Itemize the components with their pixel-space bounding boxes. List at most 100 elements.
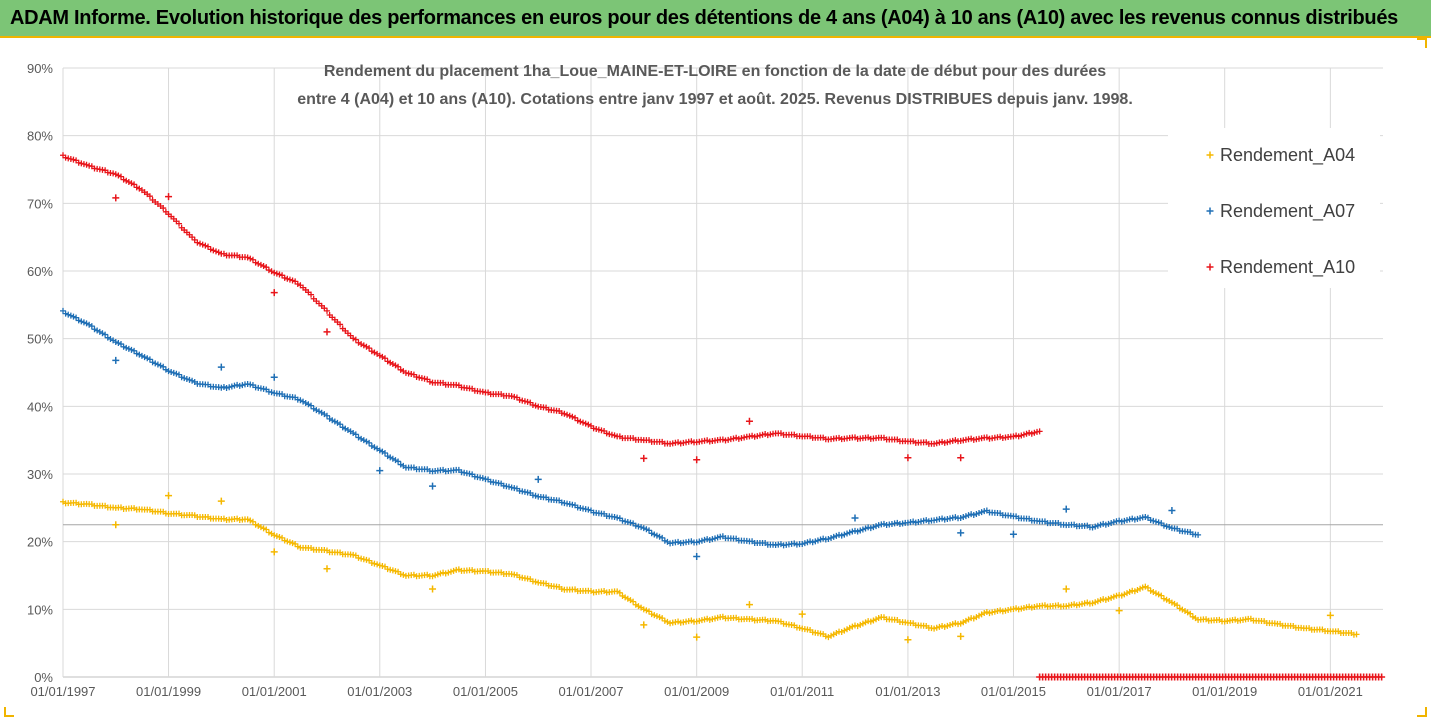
data-point: [270, 548, 278, 556]
data-point: [368, 442, 375, 449]
data-point: [1097, 521, 1104, 528]
data-point: [904, 454, 912, 462]
data-point: [371, 560, 378, 567]
legend-box: [1168, 128, 1380, 288]
data-point: [738, 435, 745, 442]
data-point: [777, 541, 784, 548]
data-point: [1089, 600, 1096, 607]
data-point: [358, 555, 365, 562]
data-point: [622, 518, 629, 525]
data-point: [94, 327, 101, 334]
data-point: [1108, 519, 1115, 526]
data-point: [849, 623, 856, 630]
data-point: [511, 393, 518, 400]
y-tick-label: 40%: [27, 399, 53, 414]
data-point: [952, 620, 959, 627]
data-point: [149, 359, 156, 366]
data-point: [146, 356, 153, 363]
x-tick-label: 01/01/2005: [453, 684, 518, 699]
data-point: [260, 525, 267, 532]
x-tick-label: 01/01/2003: [347, 684, 412, 699]
data-point: [337, 321, 344, 328]
chart-title-line-1: Rendement du placement 1ha_Loue_MAINE-ET…: [324, 63, 1106, 80]
corner-marker: [4, 707, 14, 717]
data-point: [310, 405, 317, 412]
data-point: [144, 355, 151, 362]
data-point: [1166, 524, 1173, 531]
data-point: [165, 193, 173, 201]
data-point: [323, 565, 331, 573]
data-point: [368, 348, 375, 355]
data-point: [745, 417, 753, 425]
data-point: [614, 514, 621, 521]
data-point: [324, 307, 330, 314]
data-point: [308, 291, 315, 298]
data-point: [366, 345, 373, 352]
data-point: [395, 458, 402, 465]
y-tick-label: 90%: [27, 61, 53, 76]
data-point: [1353, 631, 1360, 638]
data-point: [1002, 607, 1009, 614]
data-point: [194, 239, 201, 246]
data-point: [952, 437, 959, 444]
data-point: [302, 399, 309, 406]
data-point: [640, 621, 648, 629]
series-a10: [60, 152, 1386, 681]
data-point: [197, 240, 204, 247]
chart-series: [60, 152, 1386, 681]
data-point: [849, 528, 856, 535]
data-point: [991, 608, 998, 615]
data-point: [368, 560, 375, 567]
x-tick-label: 01/01/2021: [1298, 684, 1363, 699]
data-point: [844, 530, 851, 537]
data-point: [949, 621, 956, 628]
data-point: [321, 305, 328, 312]
data-point: [936, 439, 943, 446]
y-tick-label: 80%: [27, 129, 53, 144]
data-point: [994, 608, 1001, 615]
data-point: [796, 624, 803, 631]
data-point: [534, 475, 542, 483]
data-point: [252, 259, 259, 266]
data-point: [371, 444, 378, 451]
data-point: [265, 529, 272, 536]
data-point: [936, 623, 943, 630]
data-point: [363, 438, 370, 445]
legend-marker: [1206, 151, 1214, 159]
data-point: [255, 260, 262, 267]
data-point: [363, 556, 370, 563]
data-point: [630, 598, 637, 605]
data-point: [1094, 522, 1101, 529]
data-point: [426, 378, 433, 385]
data-point: [110, 170, 117, 177]
data-point: [355, 339, 362, 346]
x-axis: 01/01/1997 01/01/1999 01/01/2001 01/01/2003…: [30, 684, 1362, 699]
data-point: [1097, 597, 1104, 604]
data-point: [727, 436, 734, 443]
data-point: [352, 336, 359, 343]
data-point: [1108, 594, 1115, 601]
data-point: [635, 523, 642, 530]
data-point: [638, 524, 645, 531]
data-point: [1160, 522, 1167, 529]
y-tick-label: 10%: [27, 602, 53, 617]
y-tick-label: 30%: [27, 467, 53, 482]
series-a07: [60, 307, 1202, 561]
data-point: [688, 617, 695, 624]
data-point: [798, 610, 806, 618]
data-point: [574, 417, 581, 424]
data-point: [949, 437, 956, 444]
data-point: [532, 492, 539, 499]
data-point: [719, 436, 726, 443]
data-point: [1113, 592, 1120, 599]
data-point: [1158, 592, 1165, 599]
data-point: [366, 439, 373, 446]
data-point: [952, 514, 959, 521]
data-point: [297, 397, 304, 404]
x-tick-label: 01/01/2013: [875, 684, 940, 699]
data-point: [532, 402, 539, 409]
data-point: [1142, 513, 1149, 520]
data-point: [376, 467, 384, 475]
data-point: [263, 526, 270, 533]
data-point: [989, 609, 996, 616]
